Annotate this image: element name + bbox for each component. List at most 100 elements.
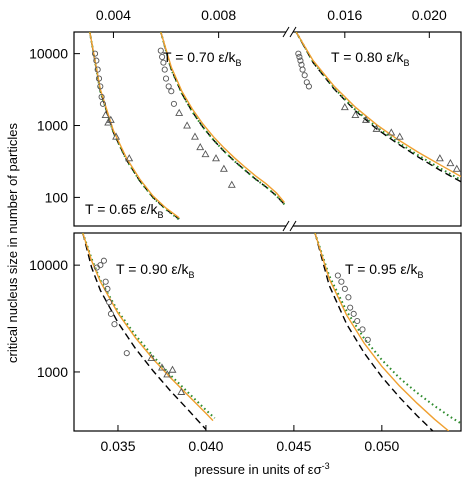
data-point-circle bbox=[305, 83, 312, 90]
fit-curve-dotted bbox=[295, 32, 461, 181]
axis-break-mark bbox=[289, 26, 297, 38]
data-point-circle bbox=[297, 57, 304, 64]
y-tick-label: 1000 bbox=[37, 118, 68, 134]
data-point-circle bbox=[334, 272, 341, 279]
annotation-t080: T = 0.80 ε/kB bbox=[331, 49, 410, 68]
fit-curve-dashed bbox=[314, 233, 434, 431]
data-point-circle bbox=[338, 278, 345, 285]
data-point-triangle bbox=[112, 132, 121, 140]
fit-curve-dotted bbox=[81, 233, 216, 419]
fit-curve-dashed bbox=[82, 233, 207, 430]
data-point-circle bbox=[296, 53, 303, 60]
data-point-triangle bbox=[387, 128, 396, 136]
data-point-circle bbox=[102, 278, 109, 285]
data-point-triangle bbox=[452, 164, 461, 172]
x-tick-label: 0.045 bbox=[276, 438, 311, 454]
y-tick-label: 100 bbox=[45, 189, 69, 205]
fit-curve-dotted bbox=[88, 32, 180, 221]
annotation-t095: T = 0.95 ε/kB bbox=[345, 261, 424, 280]
data-point-triangle bbox=[227, 180, 236, 188]
fit-curve-solid bbox=[89, 32, 180, 219]
data-point-triangle bbox=[168, 365, 177, 373]
data-point-circle bbox=[165, 83, 172, 90]
data-point-triangle bbox=[157, 363, 166, 371]
data-point-circle bbox=[341, 285, 348, 292]
data-point-circle bbox=[91, 50, 99, 57]
x-axis-label: pressure in units of εσ-3 bbox=[194, 461, 329, 477]
data-point-circle bbox=[93, 57, 100, 64]
data-point-circle bbox=[123, 350, 130, 357]
data-point-triangle bbox=[175, 108, 184, 116]
data-point-triangle bbox=[101, 110, 110, 119]
data-point-circle bbox=[98, 93, 105, 100]
fit-curve-solid bbox=[314, 233, 450, 431]
y-tick-label: 1000 bbox=[37, 364, 68, 380]
x-tick-label: 0.050 bbox=[364, 438, 399, 454]
annotation-t090: T = 0.90 ε/kB bbox=[116, 261, 195, 280]
x-tick-label: 0.040 bbox=[188, 438, 223, 454]
data-point-circle bbox=[107, 310, 114, 317]
data-point-circle bbox=[170, 100, 177, 107]
x-tick-label: 0.020 bbox=[412, 7, 447, 23]
data-point-circle bbox=[347, 304, 354, 311]
data-point-circle bbox=[354, 317, 361, 325]
data-point-circle bbox=[161, 66, 168, 73]
data-point-triangle bbox=[351, 110, 360, 119]
fit-curve-solid bbox=[160, 32, 285, 203]
data-point-circle bbox=[159, 53, 166, 60]
fit-curve-solid bbox=[295, 32, 461, 178]
data-point-triangle bbox=[201, 149, 210, 158]
axis-break-mark bbox=[282, 26, 290, 38]
data-point-triangle bbox=[340, 103, 349, 111]
fit-curve-dotted bbox=[159, 32, 286, 206]
x-tick-label: 0.008 bbox=[201, 7, 236, 23]
data-point-circle bbox=[111, 321, 118, 328]
data-point-circle bbox=[162, 75, 170, 82]
fit-curve-solid bbox=[82, 233, 214, 422]
data-point-triangle bbox=[196, 143, 205, 151]
data-point-triangle bbox=[212, 154, 220, 162]
axis-break-mark bbox=[289, 220, 297, 232]
data-point-circle bbox=[157, 47, 164, 54]
data-point-triangle bbox=[395, 132, 404, 140]
top-panel: 100 1000 10000 0.004 0.008 0.016 0.020 T = 0.65… bbox=[29, 7, 462, 232]
data-point-circle bbox=[359, 326, 366, 333]
x-tick-label: 0.004 bbox=[96, 7, 131, 23]
y-tick-label: 10000 bbox=[29, 46, 68, 62]
y-axis-label: critical nucleus size in number of parti… bbox=[5, 123, 20, 363]
data-point-triangle bbox=[177, 387, 186, 395]
data-point-circle bbox=[364, 336, 371, 343]
data-point-triangle bbox=[190, 132, 199, 140]
fit-curve-dashed bbox=[160, 32, 285, 205]
data-point-triangle bbox=[163, 370, 172, 378]
data-point-circle bbox=[299, 66, 306, 73]
data-point-circle bbox=[350, 310, 357, 317]
data-point-circle bbox=[99, 100, 106, 107]
data-point-triangle bbox=[361, 115, 370, 123]
data-point-circle bbox=[168, 88, 175, 95]
data-point-circle bbox=[106, 299, 113, 306]
x-tick-label: 0.016 bbox=[327, 7, 362, 23]
data-point-triangle bbox=[219, 164, 228, 172]
top-panel-frame bbox=[73, 31, 462, 227]
data-point-circle bbox=[160, 59, 167, 66]
x-tick-label: 0.035 bbox=[100, 438, 135, 454]
data-point-triangle bbox=[446, 158, 455, 167]
axis-break-gap bbox=[286, 28, 293, 230]
y-tick-label: 10000 bbox=[29, 257, 68, 273]
annotation-t065: T = 0.65 ε/kB bbox=[85, 201, 164, 220]
data-point-circle bbox=[100, 257, 107, 264]
data-point-triangle bbox=[435, 154, 444, 162]
data-point-triangle bbox=[372, 124, 381, 132]
data-point-circle bbox=[97, 262, 104, 269]
data-point-triangle bbox=[183, 121, 192, 129]
data-point-triangle bbox=[106, 115, 115, 123]
data-point-triangle bbox=[125, 154, 134, 162]
data-point-triangle bbox=[147, 353, 156, 362]
data-point-circle bbox=[104, 285, 111, 292]
annotation-t070: T = 0.70 ε/kB bbox=[163, 49, 242, 68]
bottom-panel: 1000 10000 0.035 0.040 0.045 0.050 T = 0.90 ε/… bbox=[29, 232, 462, 454]
data-point-circle bbox=[95, 75, 103, 82]
data-point-circle bbox=[301, 72, 308, 79]
